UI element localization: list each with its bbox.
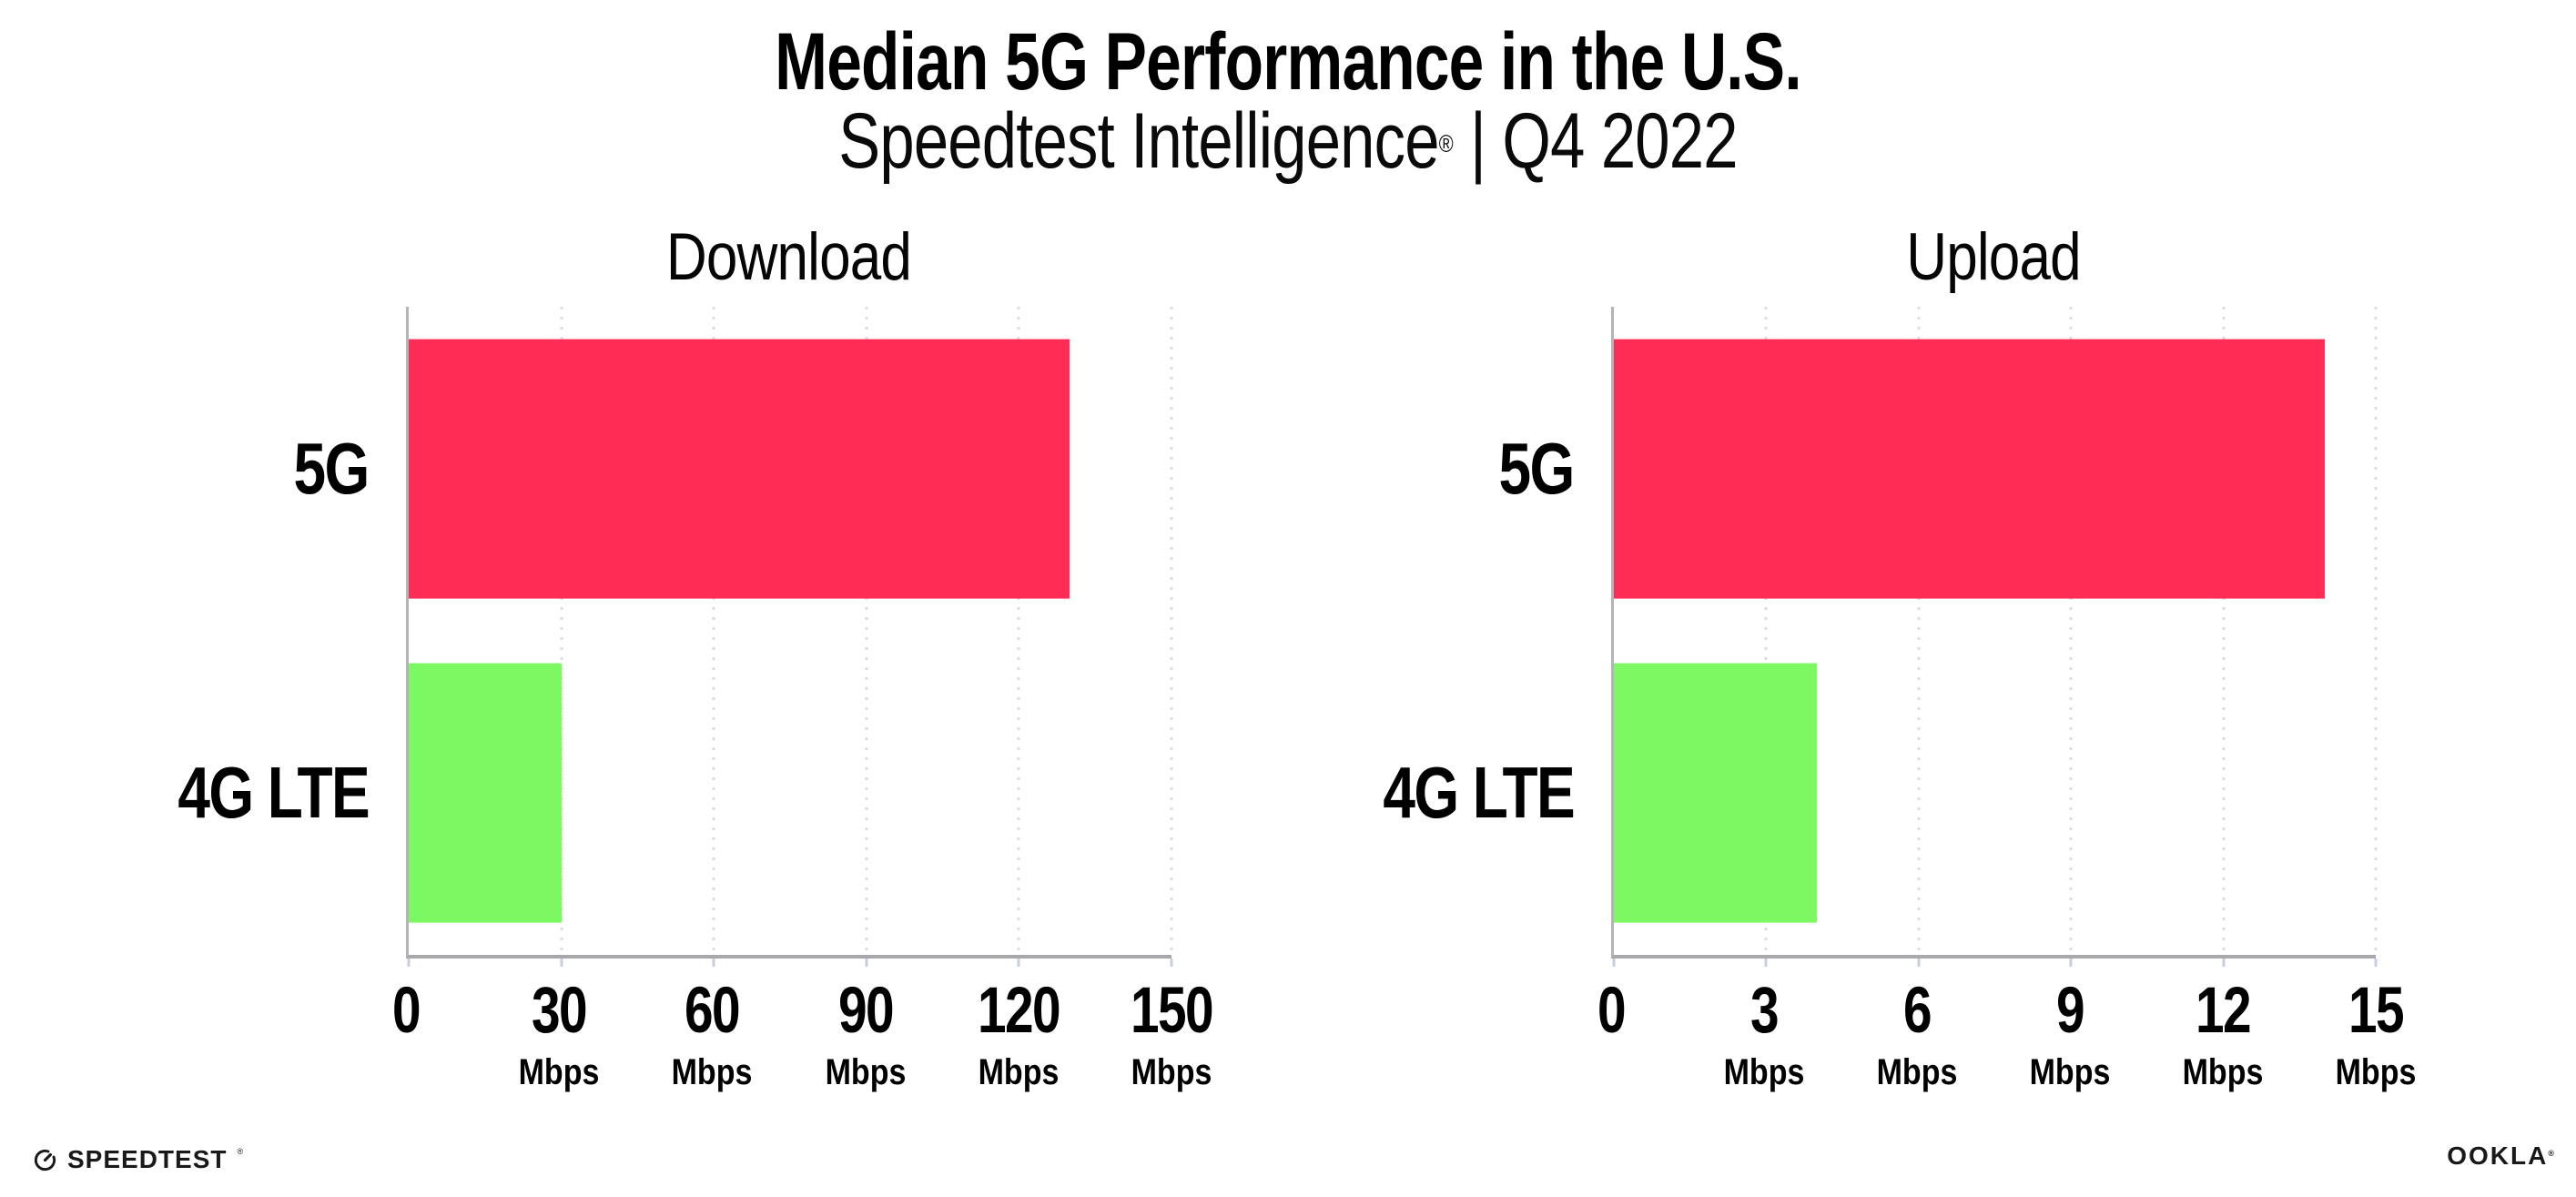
page-subtitle: Speedtest Intelligence® | Q4 2022 [258,96,2318,187]
category-band-5g: 5G [1499,307,2376,631]
x-tick-value: 3 [1750,975,1780,1047]
x-tick-unit: Mbps [978,1052,1060,1092]
x-tick-unit: Mbps [518,1052,600,1092]
axis-tick [1017,959,1020,967]
x-tick-value: 90 [837,975,895,1047]
x-tick-label: 30 Mbps [512,979,606,1090]
axis-tick [865,959,868,967]
axis-tick [560,959,563,967]
subtitle-separator: | [1453,97,1503,185]
subtitle-product: Speedtest Intelligence [838,97,1439,185]
bar-4g-lte [409,663,562,923]
axis-tick [1764,959,1768,967]
download-chart-title: Download [665,220,912,294]
x-tick-label: 120 Mbps [968,979,1070,1090]
x-tick-unit: Mbps [672,1052,753,1092]
x-tick-label: 6 Mbps [1870,979,1964,1090]
gridline [2222,307,2226,955]
axis-tick [2222,959,2226,967]
x-tick-unit: Mbps [2335,1052,2417,1092]
category-band-4g-lte: 4G LTE [177,631,1171,955]
axis-tick [407,959,411,967]
upload-chart-title: Upload [1906,220,2081,294]
x-tick-value: 60 [685,975,741,1047]
download-plot-area: 5G 4G LTE [177,307,1173,967]
x-tick-value: 0 [1597,975,1627,1047]
bar-5g [409,339,1070,599]
x-tick-label: 90 Mbps [817,979,912,1090]
x-tick-label: 3 Mbps [1717,979,1811,1090]
download-chart: Download 5G 4G LTE 0 30 Mbps 60 Mbps 90 Mbps 120… [177,205,1213,1090]
speedtest-wordmark: SPEEDTEST [67,1145,228,1173]
speedtest-gauge-icon [34,1149,56,1171]
axis-tick [1170,959,1173,967]
x-tick-value: 150 [1131,975,1214,1047]
category-label: 4G LTE [1383,752,1575,833]
category-band-5g: 5G [294,307,1171,631]
ookla-registered-icon: ® [2548,1149,2554,1158]
x-tick-unit: Mbps [2029,1052,2111,1092]
gridline [865,307,868,955]
upload-plot-area: 5G 4G LTE [1383,307,2378,967]
ookla-logo: OOKLA® [2447,1141,2554,1171]
gridline [2374,307,2378,955]
x-tick-unit: Mbps [1131,1052,1212,1092]
subtitle-period: Q4 2022 [1502,97,1738,185]
x-tick-value: 15 [2348,975,2405,1047]
x-tick-value: 30 [532,975,588,1047]
speedtest-registered-icon: ® [237,1147,244,1156]
bar-4g-lte [1614,663,1818,923]
gridline [2069,307,2073,955]
x-tick-unit: Mbps [2182,1052,2264,1092]
gridline [712,307,715,955]
upload-chart: Upload 5G 4G LTE 0 3 Mbps 6 Mbps 9 Mbps 12 Mbps 15… [1383,205,2416,1090]
speedtest-logo: SPEEDTEST ® [33,1145,243,1174]
registered-mark-icon: ® [1438,130,1454,158]
x-tick-value: 6 [1903,975,1932,1047]
category-label: 5G [293,428,370,509]
x-tick-label: 15 Mbps [2328,979,2423,1090]
x-tick-value: 12 [2196,975,2252,1047]
axis-tick [1917,959,1921,967]
axis-tick [712,959,715,967]
x-tick-label: 12 Mbps [2175,979,2270,1090]
axis-tick [2374,959,2378,967]
x-tick-label: 0 [389,979,423,1043]
x-tick-label: 9 Mbps [2023,979,2117,1090]
category-label: 5G [1498,428,1576,509]
x-tick-label: 150 Mbps [1121,979,1222,1090]
x-tick-unit: Mbps [1876,1052,1958,1092]
axis-tick [1612,959,1616,967]
gridline [1170,307,1173,955]
gridline [560,307,563,955]
axis-tick [2069,959,2073,967]
gridline [1764,307,1768,955]
ookla-wordmark: OOKLA [2447,1141,2549,1170]
category-label: 4G LTE [177,752,370,833]
x-tick-value: 0 [392,975,421,1047]
x-tick-unit: Mbps [825,1052,906,1092]
gridline [1917,307,1921,955]
category-band-4g-lte: 4G LTE [1383,631,2376,955]
x-tick-label: 0 [1594,979,1628,1043]
x-tick-value: 120 [977,975,1061,1047]
x-tick-value: 9 [2056,975,2085,1047]
page-title: Median 5G Performance in the U.S. [775,15,1801,107]
x-tick-label: 60 Mbps [664,979,759,1090]
x-tick-unit: Mbps [1723,1052,1805,1092]
bar-5g [1614,339,2326,599]
gridline [1017,307,1020,955]
